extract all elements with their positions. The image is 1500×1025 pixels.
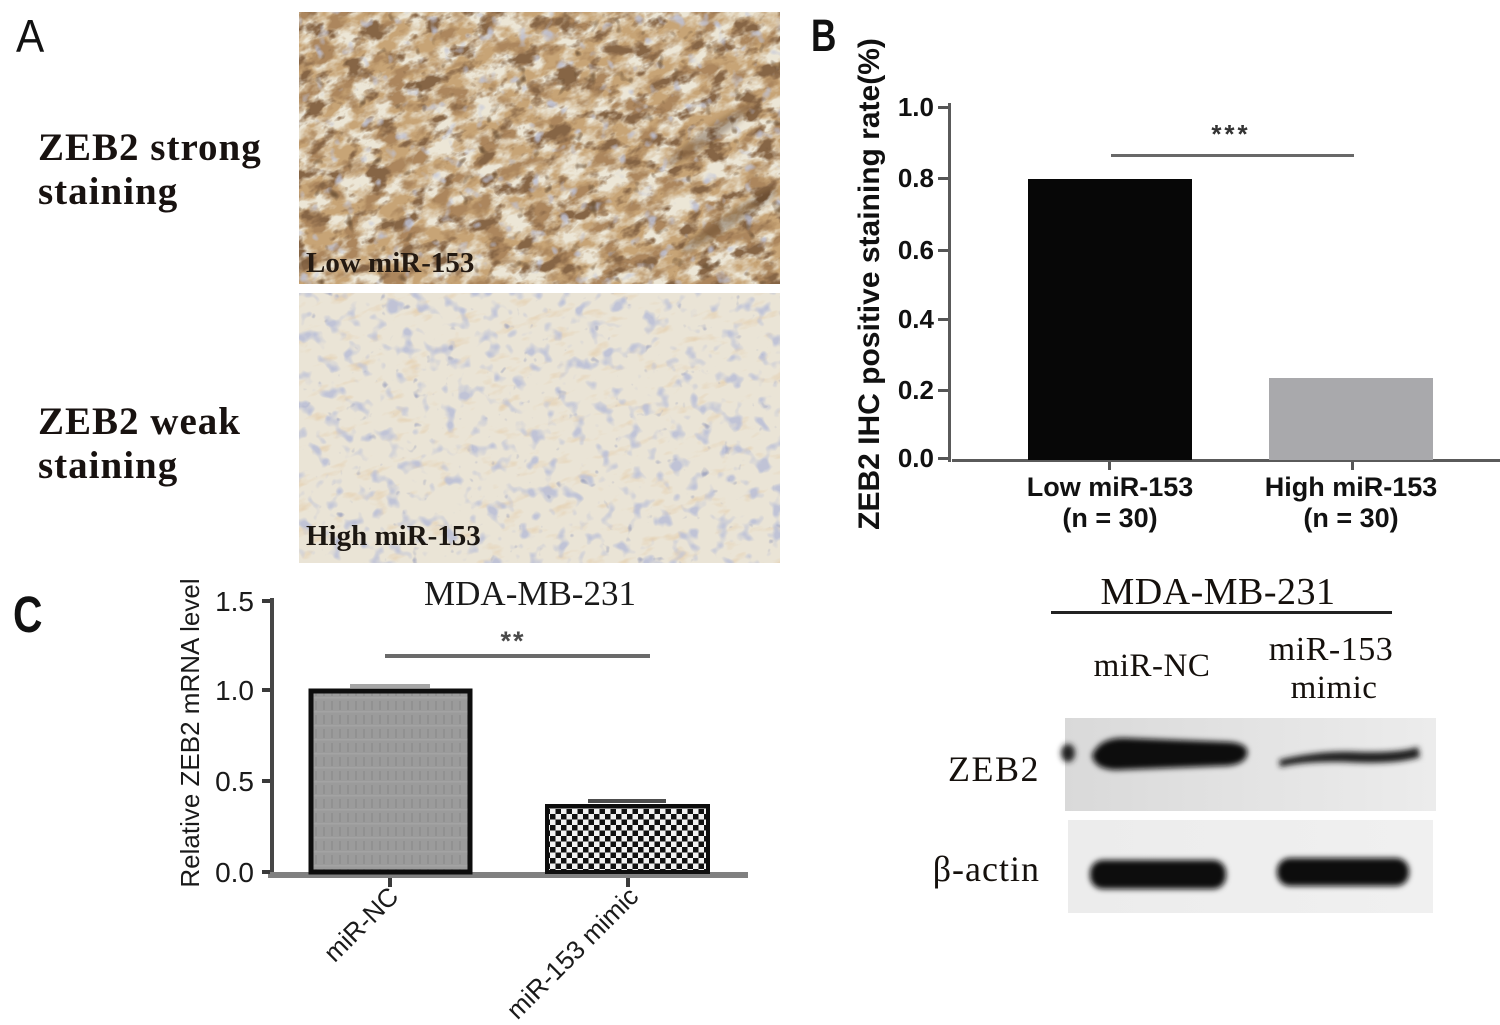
svg-text:High miR-153: High miR-153 (1265, 472, 1438, 502)
svg-text:A: A (16, 11, 45, 62)
svg-text:B: B (811, 10, 836, 61)
svg-text:0.6: 0.6 (898, 235, 934, 265)
svg-text:0.5: 0.5 (215, 766, 254, 797)
svg-text:miR-153: miR-153 (1269, 631, 1393, 668)
svg-text:β-actin: β-actin (933, 849, 1040, 889)
svg-text:**: ** (500, 626, 525, 656)
svg-text:(n = 30): (n = 30) (1062, 503, 1157, 533)
svg-text:staining: staining (38, 170, 178, 213)
svg-text:0.2: 0.2 (898, 375, 934, 405)
svg-text:staining: staining (38, 444, 178, 487)
svg-text:0.4: 0.4 (898, 304, 935, 334)
svg-text:1.0: 1.0 (898, 92, 934, 122)
svg-text:(n = 30): (n = 30) (1303, 503, 1398, 533)
svg-text:ZEB2: ZEB2 (948, 749, 1040, 789)
svg-text:Low miR-153: Low miR-153 (306, 247, 474, 279)
svg-text:Relative ZEB2 mRNA level: Relative ZEB2 mRNA level (175, 578, 205, 887)
svg-text:miR-NC: miR-NC (1094, 648, 1211, 684)
svg-text:Low miR-153: Low miR-153 (1027, 472, 1194, 502)
svg-text:0.8: 0.8 (898, 163, 934, 193)
svg-text:0.0: 0.0 (215, 857, 254, 888)
svg-text:1.0: 1.0 (215, 675, 254, 706)
svg-text:1.5: 1.5 (215, 586, 254, 617)
svg-text:0.0: 0.0 (898, 443, 934, 473)
svg-text:High miR-153: High miR-153 (306, 520, 481, 552)
svg-text:MDA-MB-231: MDA-MB-231 (1100, 571, 1335, 613)
svg-text:ZEB2 IHC positive staining rat: ZEB2 IHC positive staining rate(%) (853, 38, 886, 530)
svg-text:ZEB2 strong: ZEB2 strong (38, 126, 262, 169)
svg-text:***: *** (1211, 119, 1250, 149)
svg-text:MDA-MB-231: MDA-MB-231 (424, 574, 636, 613)
svg-text:C: C (13, 586, 42, 643)
svg-text:ZEB2 weak: ZEB2 weak (38, 400, 241, 443)
svg-text:mimic: mimic (1291, 670, 1378, 706)
